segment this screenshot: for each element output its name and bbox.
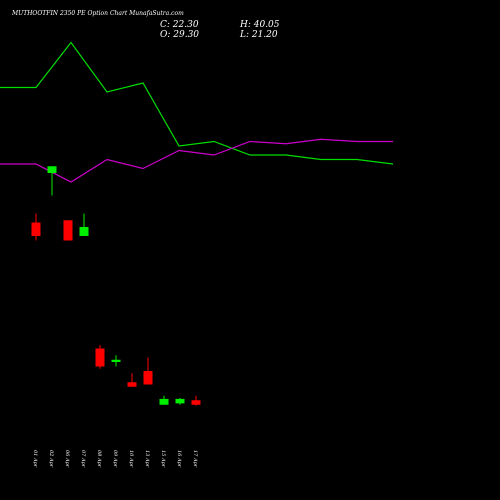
- candle-body: [175, 398, 185, 404]
- candle-body: [79, 227, 89, 236]
- low-value: L: 21.20: [239, 30, 278, 40]
- x-tick-label: 13 Apr: [144, 450, 150, 468]
- x-tick-label: 08 Apr: [96, 450, 102, 468]
- candle-body: [143, 371, 153, 385]
- candle-body: [47, 166, 57, 173]
- x-tick-label: 16 Apr: [176, 450, 182, 468]
- close-value: C: 22.30: [160, 20, 199, 30]
- high-value: H: 40.05: [239, 20, 280, 30]
- candle: [143, 357, 153, 385]
- x-axis-labels: 01 Apr 02 Apr 06 Apr 07 Apr 08 Apr 09 Apr 10 A…: [32, 450, 198, 468]
- candle-body: [63, 220, 73, 241]
- candle: [47, 166, 57, 196]
- open-value: O: 29.30: [160, 30, 199, 40]
- candle: [175, 398, 185, 405]
- x-tick-label: 10 Apr: [128, 450, 134, 468]
- x-tick-label: 15 Apr: [160, 450, 166, 468]
- indicator-line-2: [0, 138, 393, 183]
- candle: [127, 373, 137, 387]
- candle-body: [159, 398, 169, 405]
- candle: [191, 395, 201, 406]
- indicator-lines: [0, 41, 394, 183]
- x-tick-label: 06 Apr: [64, 450, 70, 468]
- candle-body: [95, 348, 105, 367]
- indicator-line-1: [0, 41, 394, 165]
- candle-body: [111, 359, 121, 362]
- candles: [31, 166, 201, 406]
- candle-body: [31, 222, 41, 236]
- candle-body: [191, 400, 201, 405]
- candle: [111, 355, 121, 367]
- candle: [95, 344, 105, 369]
- candle-body: [127, 382, 137, 387]
- candle: [31, 213, 41, 241]
- x-tick-label: 09 Apr: [112, 450, 118, 468]
- x-tick-label: 07 Apr: [80, 450, 86, 468]
- chart-title: MUTHOOTFIN 2350 PE Option Chart MunafaSu…: [11, 10, 184, 17]
- x-tick-label: 01 Apr: [32, 450, 38, 468]
- candle: [159, 395, 169, 405]
- x-tick-label: 17 Apr: [192, 450, 198, 468]
- candle: [79, 213, 89, 236]
- candle: [63, 220, 73, 241]
- x-tick-label: 02 Apr: [48, 450, 54, 468]
